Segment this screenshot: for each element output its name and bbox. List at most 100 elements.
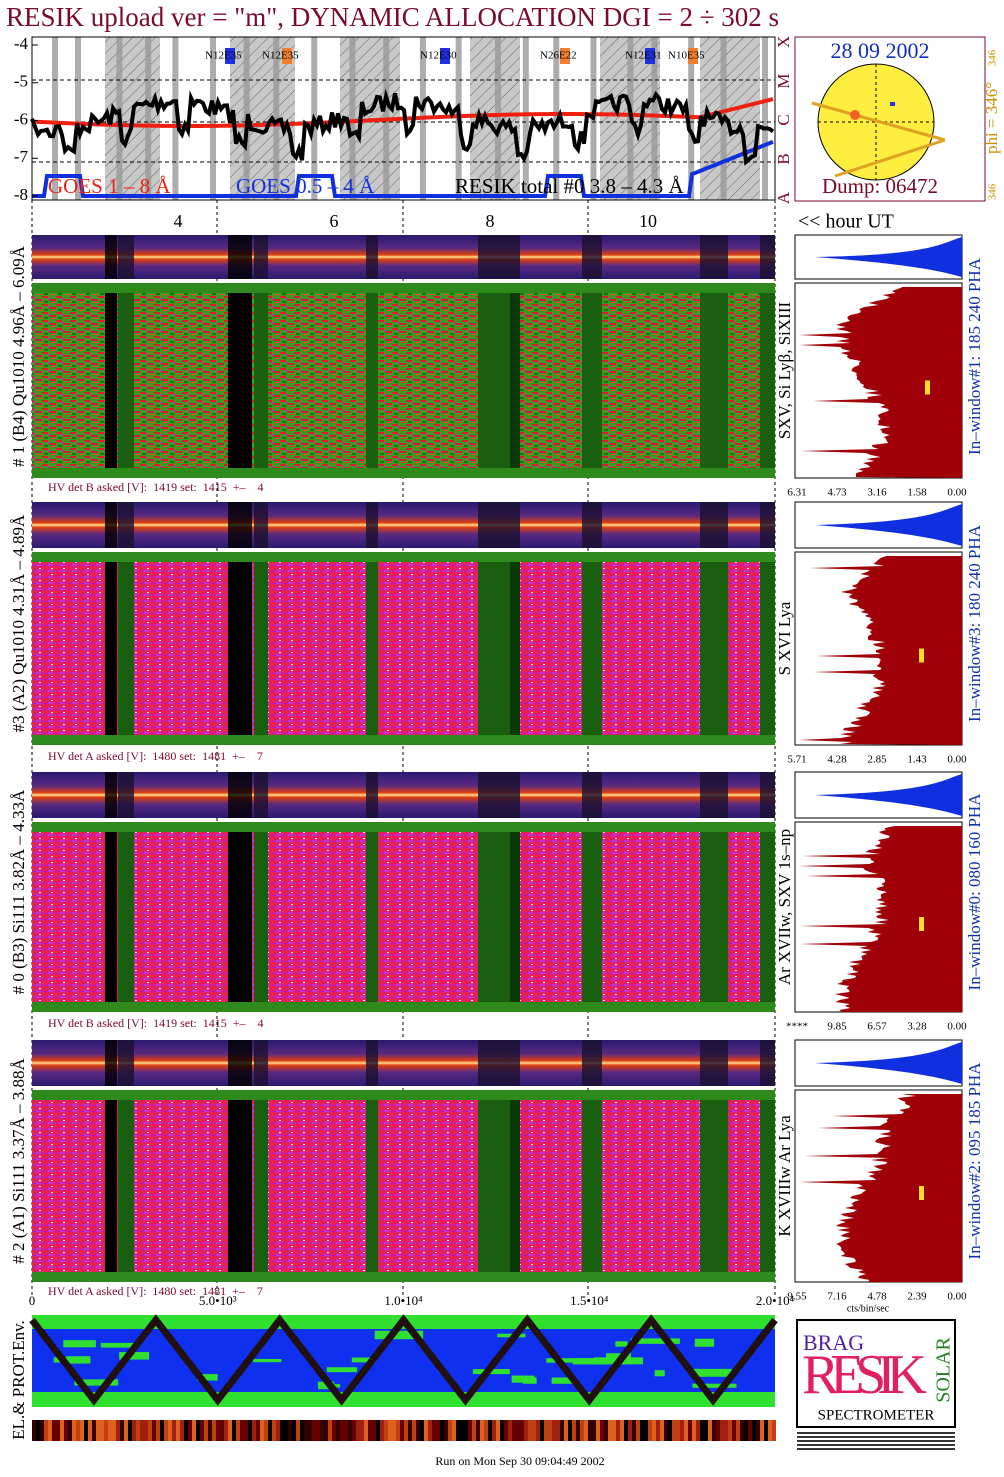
y-tick-label: -4 (14, 34, 29, 53)
env-bar (480, 1420, 484, 1441)
env-bar (336, 1420, 340, 1441)
env-bar (244, 1420, 248, 1441)
data-gap (366, 822, 378, 1012)
env-bar (272, 1420, 276, 1441)
env-bg (32, 1315, 775, 1407)
env-bar (32, 1420, 36, 1441)
saa-zone (553, 37, 560, 200)
env-bar (580, 1420, 584, 1441)
env-bar (40, 1420, 44, 1441)
data-gap (700, 772, 728, 818)
region-label: N12E30 (420, 50, 457, 62)
env-bar (772, 1420, 776, 1441)
env-bar (216, 1420, 220, 1441)
data-gap (510, 502, 520, 548)
data-gap (366, 552, 378, 745)
env-bar (108, 1420, 112, 1441)
night-zone (230, 37, 295, 200)
env-bar (164, 1420, 168, 1441)
env-bar (472, 1420, 476, 1441)
goes-long (31, 97, 774, 128)
env-bar (64, 1420, 68, 1441)
env-bar (428, 1420, 432, 1441)
env-bar (760, 1420, 764, 1441)
data-gap (228, 552, 252, 745)
env-bar (460, 1420, 464, 1441)
logo-name: SPECTROMETER (818, 1407, 935, 1423)
env-bar (324, 1420, 328, 1441)
data-gap (760, 552, 775, 745)
env-bar (636, 1420, 640, 1441)
logo-fineprint (797, 1444, 955, 1446)
title: RESIK upload ver = "m", DYNAMIC ALLOCATI… (6, 2, 779, 32)
env-bar (540, 1420, 544, 1441)
resik-total (30, 88, 775, 166)
data-gap (366, 502, 378, 548)
env-bar (404, 1420, 408, 1441)
sun-phi: 346 (987, 183, 999, 200)
env-bar (344, 1420, 348, 1441)
data-gap (510, 822, 520, 1012)
data-gap (105, 772, 117, 818)
data-gap (478, 1090, 510, 1282)
env-bar (148, 1420, 152, 1441)
hist-tick: 4.78 (867, 1291, 887, 1303)
env-bar (88, 1420, 92, 1441)
time-tick: 1.5•10⁴ (570, 1293, 609, 1308)
data-gap (118, 283, 134, 478)
env-bar (572, 1420, 576, 1441)
env-bar (440, 1420, 444, 1441)
sun-date: 28 09 2002 (831, 38, 930, 63)
panel-lines: SXV, Si Lyβ, SiXIII (775, 302, 794, 440)
env-bar (592, 1420, 596, 1441)
env-bar (696, 1420, 700, 1441)
hist-tick: 2.85 (867, 754, 887, 766)
data-gap (582, 502, 602, 548)
region-label: N12E31 (625, 50, 662, 62)
thumb-strip (32, 1040, 775, 1086)
env-bar (368, 1420, 372, 1441)
env-bar (656, 1420, 660, 1441)
data-gap (700, 822, 728, 1012)
env-bar (708, 1420, 712, 1441)
env-bar (252, 1420, 256, 1441)
data-gap (228, 1090, 252, 1282)
env-bar (100, 1420, 104, 1441)
env-bar (220, 1420, 224, 1441)
data-gap (118, 822, 134, 1012)
env-bar (692, 1420, 696, 1441)
region-label: N26E22 (540, 50, 577, 62)
env-bar (96, 1420, 100, 1441)
env-bar (280, 1420, 284, 1441)
env-bar (420, 1420, 424, 1441)
data-gap (228, 235, 252, 279)
data-gap (510, 1090, 520, 1282)
data-gap (700, 1090, 728, 1282)
env-bar (176, 1420, 180, 1441)
hist-tick: 2.39 (907, 1291, 927, 1303)
data-gap (478, 502, 510, 548)
env-bar (720, 1420, 724, 1441)
data-gap (366, 772, 378, 818)
edge-band (32, 552, 775, 562)
hist-tick: 4.28 (827, 754, 847, 766)
data-gap (510, 283, 520, 478)
env-bar (732, 1420, 736, 1441)
class-label: C (774, 114, 793, 125)
data-gap (105, 502, 117, 548)
env-bar (128, 1420, 132, 1441)
data-gap (118, 772, 134, 818)
env-bar (740, 1420, 744, 1441)
hist-tick: 7.16 (827, 1291, 847, 1303)
data-gap (118, 1040, 134, 1086)
env-bar (316, 1420, 320, 1441)
env-bar (56, 1420, 60, 1441)
env-bar (584, 1420, 588, 1441)
panel-label: # 1 (B4) Qu1010 4.96Å – 6.09Å (9, 245, 28, 467)
data-gap (582, 1090, 602, 1282)
env-bar (396, 1420, 400, 1441)
env-bar (156, 1420, 160, 1441)
hist-tick: 0.00 (947, 487, 967, 499)
env-bar (676, 1420, 680, 1441)
data-gap (478, 283, 510, 478)
